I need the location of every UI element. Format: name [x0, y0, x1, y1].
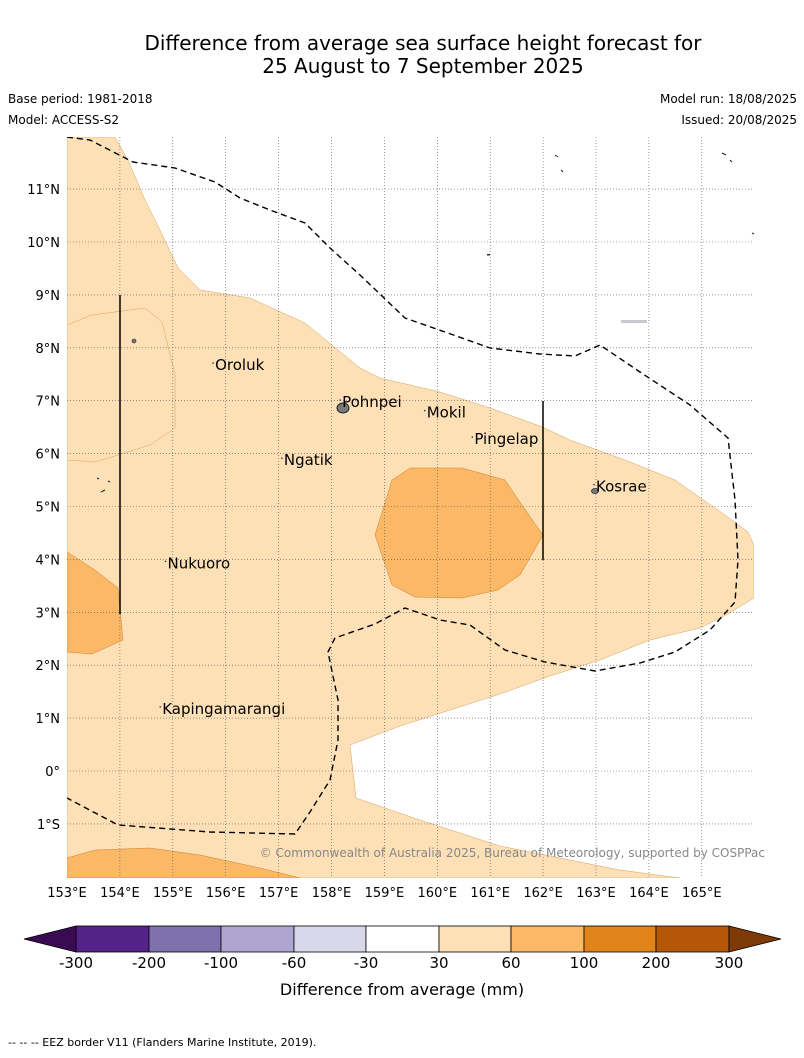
- islet-far-north: [554, 152, 755, 235]
- fill-60-100-west: [67, 551, 124, 655]
- colorbar-tick-label: 300: [715, 954, 744, 972]
- place-marker: [593, 483, 595, 486]
- lon-tick-label: 154°E: [100, 886, 140, 901]
- lat-tick-label: 4°N: [36, 553, 61, 568]
- copyright-notice: © Commonwealth of Australia 2025, Bureau…: [260, 846, 765, 860]
- title-line-2: 25 August to 7 September 2025: [262, 54, 584, 78]
- lat-tick-label: 9°N: [36, 289, 61, 304]
- lon-tick-label: 164°E: [629, 886, 669, 901]
- colorbar-segment: [583, 925, 657, 953]
- colorbar-tick-label: -60: [282, 954, 307, 972]
- place-marker: [212, 362, 214, 364]
- colorbar-tick-label: -200: [132, 954, 166, 972]
- issued-date: Issued: 20/08/2025: [681, 113, 797, 127]
- lat-tick-label: 0°: [45, 765, 60, 780]
- colorbar: -300 -200 -100 -60 -30 30 60 100 200 300: [23, 925, 782, 972]
- lon-tick-labels: 153°E 154°E 155°E 156°E 157°E 158°E 159°E 160°E…: [47, 886, 721, 901]
- colorbar-segment: [655, 925, 730, 953]
- lon-tick-label: 165°E: [682, 886, 722, 901]
- colorbar-tick-label: 200: [642, 954, 671, 972]
- place-marker: [159, 706, 162, 708]
- lon-tick-label: 159°E: [365, 886, 405, 901]
- islet-northeast: [621, 320, 647, 323]
- eez-footnote: -- -- -- EEZ border V11 (Flanders Marine…: [8, 1036, 317, 1049]
- islands: [96, 152, 755, 494]
- colorbar-label: Difference from average (mm): [280, 980, 524, 999]
- fill-60-100-centre: [374, 467, 544, 599]
- place-labels: Oroluk Pohnpei Mokil Pingelap Ngatik Kosrae Nu…: [159, 356, 647, 718]
- lon-tick-label: 153°E: [47, 886, 87, 901]
- place-marker: [281, 457, 283, 459]
- lon-tick-label: 160°E: [418, 886, 458, 901]
- place-marker: [339, 399, 341, 401]
- colorbar-segment: [510, 925, 585, 953]
- place-label: Ngatik: [284, 451, 333, 469]
- colorbar-tick-label: 100: [570, 954, 599, 972]
- lat-tick-label: 10°N: [27, 236, 60, 251]
- colorbar-segment: [220, 925, 295, 953]
- place-marker: [164, 560, 167, 563]
- lon-tick-label: 156°E: [206, 886, 246, 901]
- lon-tick-label: 163°E: [576, 886, 616, 901]
- lat-tick-label: 8°N: [36, 342, 61, 357]
- fill-60-100-south: [67, 847, 301, 878]
- lat-tick-label: 6°N: [36, 448, 61, 463]
- model-name: Model: ACCESS-S2: [8, 113, 120, 127]
- lon-tick-label: 155°E: [153, 886, 193, 901]
- kosrae-island: [591, 488, 599, 494]
- place-label: Oroluk: [215, 356, 264, 374]
- model-run: Model run: 18/08/2025: [659, 92, 797, 106]
- colorbar-tick-label: -100: [204, 954, 238, 972]
- fill-30-60-west: [67, 307, 176, 463]
- chart-title: Difference from average sea surface heig…: [0, 32, 804, 78]
- eez-border: [67, 137, 739, 835]
- colorbar-segment: [75, 925, 150, 953]
- colorbar-extend-low: [23, 925, 77, 953]
- forecast-map: Oroluk Pohnpei Mokil Pingelap Ngatik Kosrae Nu…: [23, 137, 782, 999]
- colorbar-segment: [293, 925, 367, 953]
- place-label: Mokil: [427, 404, 466, 422]
- place-label: Kapingamarangi: [162, 700, 285, 718]
- colorbar-tick-label: -30: [354, 954, 379, 972]
- lat-tick-label: 1°N: [36, 712, 61, 727]
- colorbar-tick-label: -300: [59, 954, 93, 972]
- lat-tick-label: 3°N: [36, 606, 61, 621]
- islet-north: [487, 254, 490, 256]
- base-period: Base period: 1981-2018: [8, 92, 153, 106]
- colorbar-tick-label: 60: [501, 954, 520, 972]
- islet-west: [131, 338, 137, 344]
- lon-tick-label: 157°E: [259, 886, 299, 901]
- title-line-1: Difference from average sea surface heig…: [144, 31, 702, 55]
- colorbar-extend-high: [728, 925, 782, 953]
- colorbar-tick-label: 30: [429, 954, 448, 972]
- gridlines: [67, 137, 754, 878]
- place-marker: [423, 409, 426, 412]
- anomaly-fills: [67, 137, 754, 878]
- place-label: Pingelap: [474, 430, 538, 448]
- lon-tick-label: 161°E: [470, 886, 510, 901]
- colorbar-segment: [148, 925, 222, 953]
- lat-tick-label: 7°N: [36, 395, 61, 410]
- colorbar-segment: [365, 925, 440, 953]
- place-marker: [471, 436, 474, 438]
- lon-tick-label: 162°E: [523, 886, 563, 901]
- place-label: Nukuoro: [168, 554, 231, 572]
- place-label: Kosrae: [596, 478, 647, 496]
- colorbar-segment: [438, 925, 512, 953]
- lat-tick-label: 5°N: [36, 501, 61, 516]
- place-label: Pohnpei: [342, 393, 402, 411]
- islet-west-chain: [96, 477, 111, 493]
- lat-tick-label: 2°N: [36, 659, 61, 674]
- lat-tick-labels: 11°N 10°N 9°N 8°N 7°N 6°N 5°N 4°N 3°N 2°N 1°N 0° 1°S: [27, 183, 60, 833]
- lat-tick-label: 11°N: [27, 183, 60, 198]
- pohnpei-island: [336, 402, 350, 414]
- lon-tick-label: 158°E: [312, 886, 352, 901]
- lat-tick-label: 1°S: [37, 818, 60, 833]
- eez-border-line: [67, 137, 739, 835]
